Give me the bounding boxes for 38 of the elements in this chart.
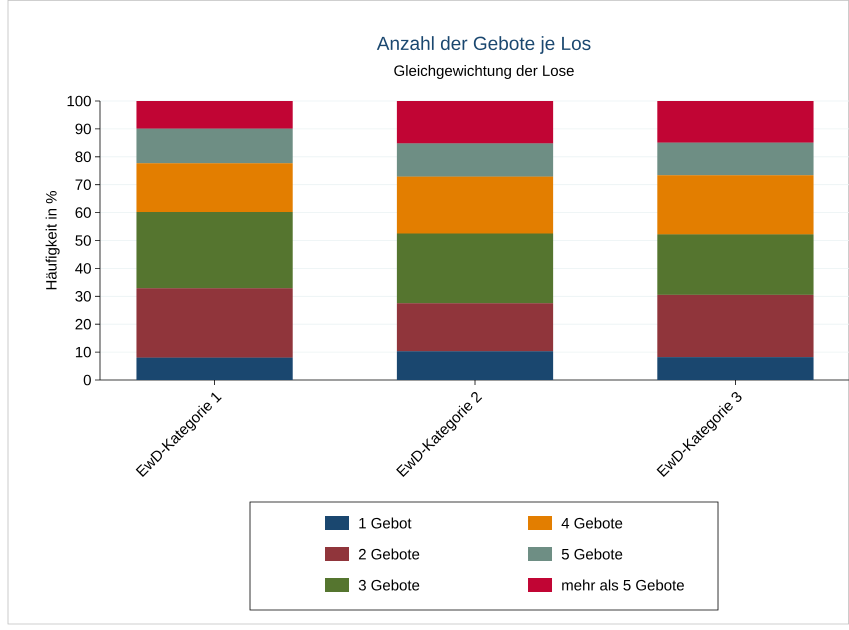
- bar: [136, 358, 293, 380]
- legend-label: 2 Gebote: [358, 548, 420, 560]
- bar: [136, 128, 293, 164]
- y-tick-label: 100: [68, 96, 91, 106]
- y-axis-title: Häufigkeit in %: [46, 191, 60, 290]
- bar: [657, 100, 814, 143]
- bar: [396, 303, 554, 352]
- legend-label: 3 Gebote: [358, 579, 420, 590]
- bar: [396, 176, 554, 234]
- chart-title: Anzahl der Gebote je Los: [376, 36, 590, 54]
- bar: [136, 288, 293, 358]
- legend-label: mehr als 5 Gebote: [562, 579, 684, 590]
- y-tick-label: 80: [75, 151, 91, 162]
- y-tick-label: 50: [75, 235, 91, 246]
- y-tick-label: 20: [76, 318, 91, 330]
- y-tick-label: 10: [76, 346, 91, 358]
- y-tick-label: 30: [75, 290, 91, 302]
- bar: [657, 294, 814, 358]
- bar: [657, 142, 814, 176]
- legend-label: 4 Gebote: [562, 517, 622, 528]
- bar: [396, 100, 554, 144]
- bar: [657, 357, 814, 380]
- bar: [657, 175, 814, 234]
- bar: [396, 143, 554, 177]
- chart-subtitle: Gleichgewichtung der Lose: [394, 64, 574, 79]
- y-tick-label: 90: [76, 124, 91, 134]
- bar: [396, 351, 554, 380]
- y-tick-label: 70: [76, 179, 91, 190]
- bar: [136, 100, 293, 129]
- bar: [136, 163, 293, 212]
- bar: [136, 212, 293, 288]
- legend-label: 1 Gebot: [359, 517, 412, 528]
- bar: [396, 234, 554, 304]
- y-tick-label: 0: [84, 374, 91, 386]
- legend-label: 5 Gebote: [562, 548, 622, 560]
- bar: [657, 234, 814, 295]
- y-tick-label: 40: [75, 263, 91, 274]
- y-tick-label: 60: [76, 207, 91, 218]
